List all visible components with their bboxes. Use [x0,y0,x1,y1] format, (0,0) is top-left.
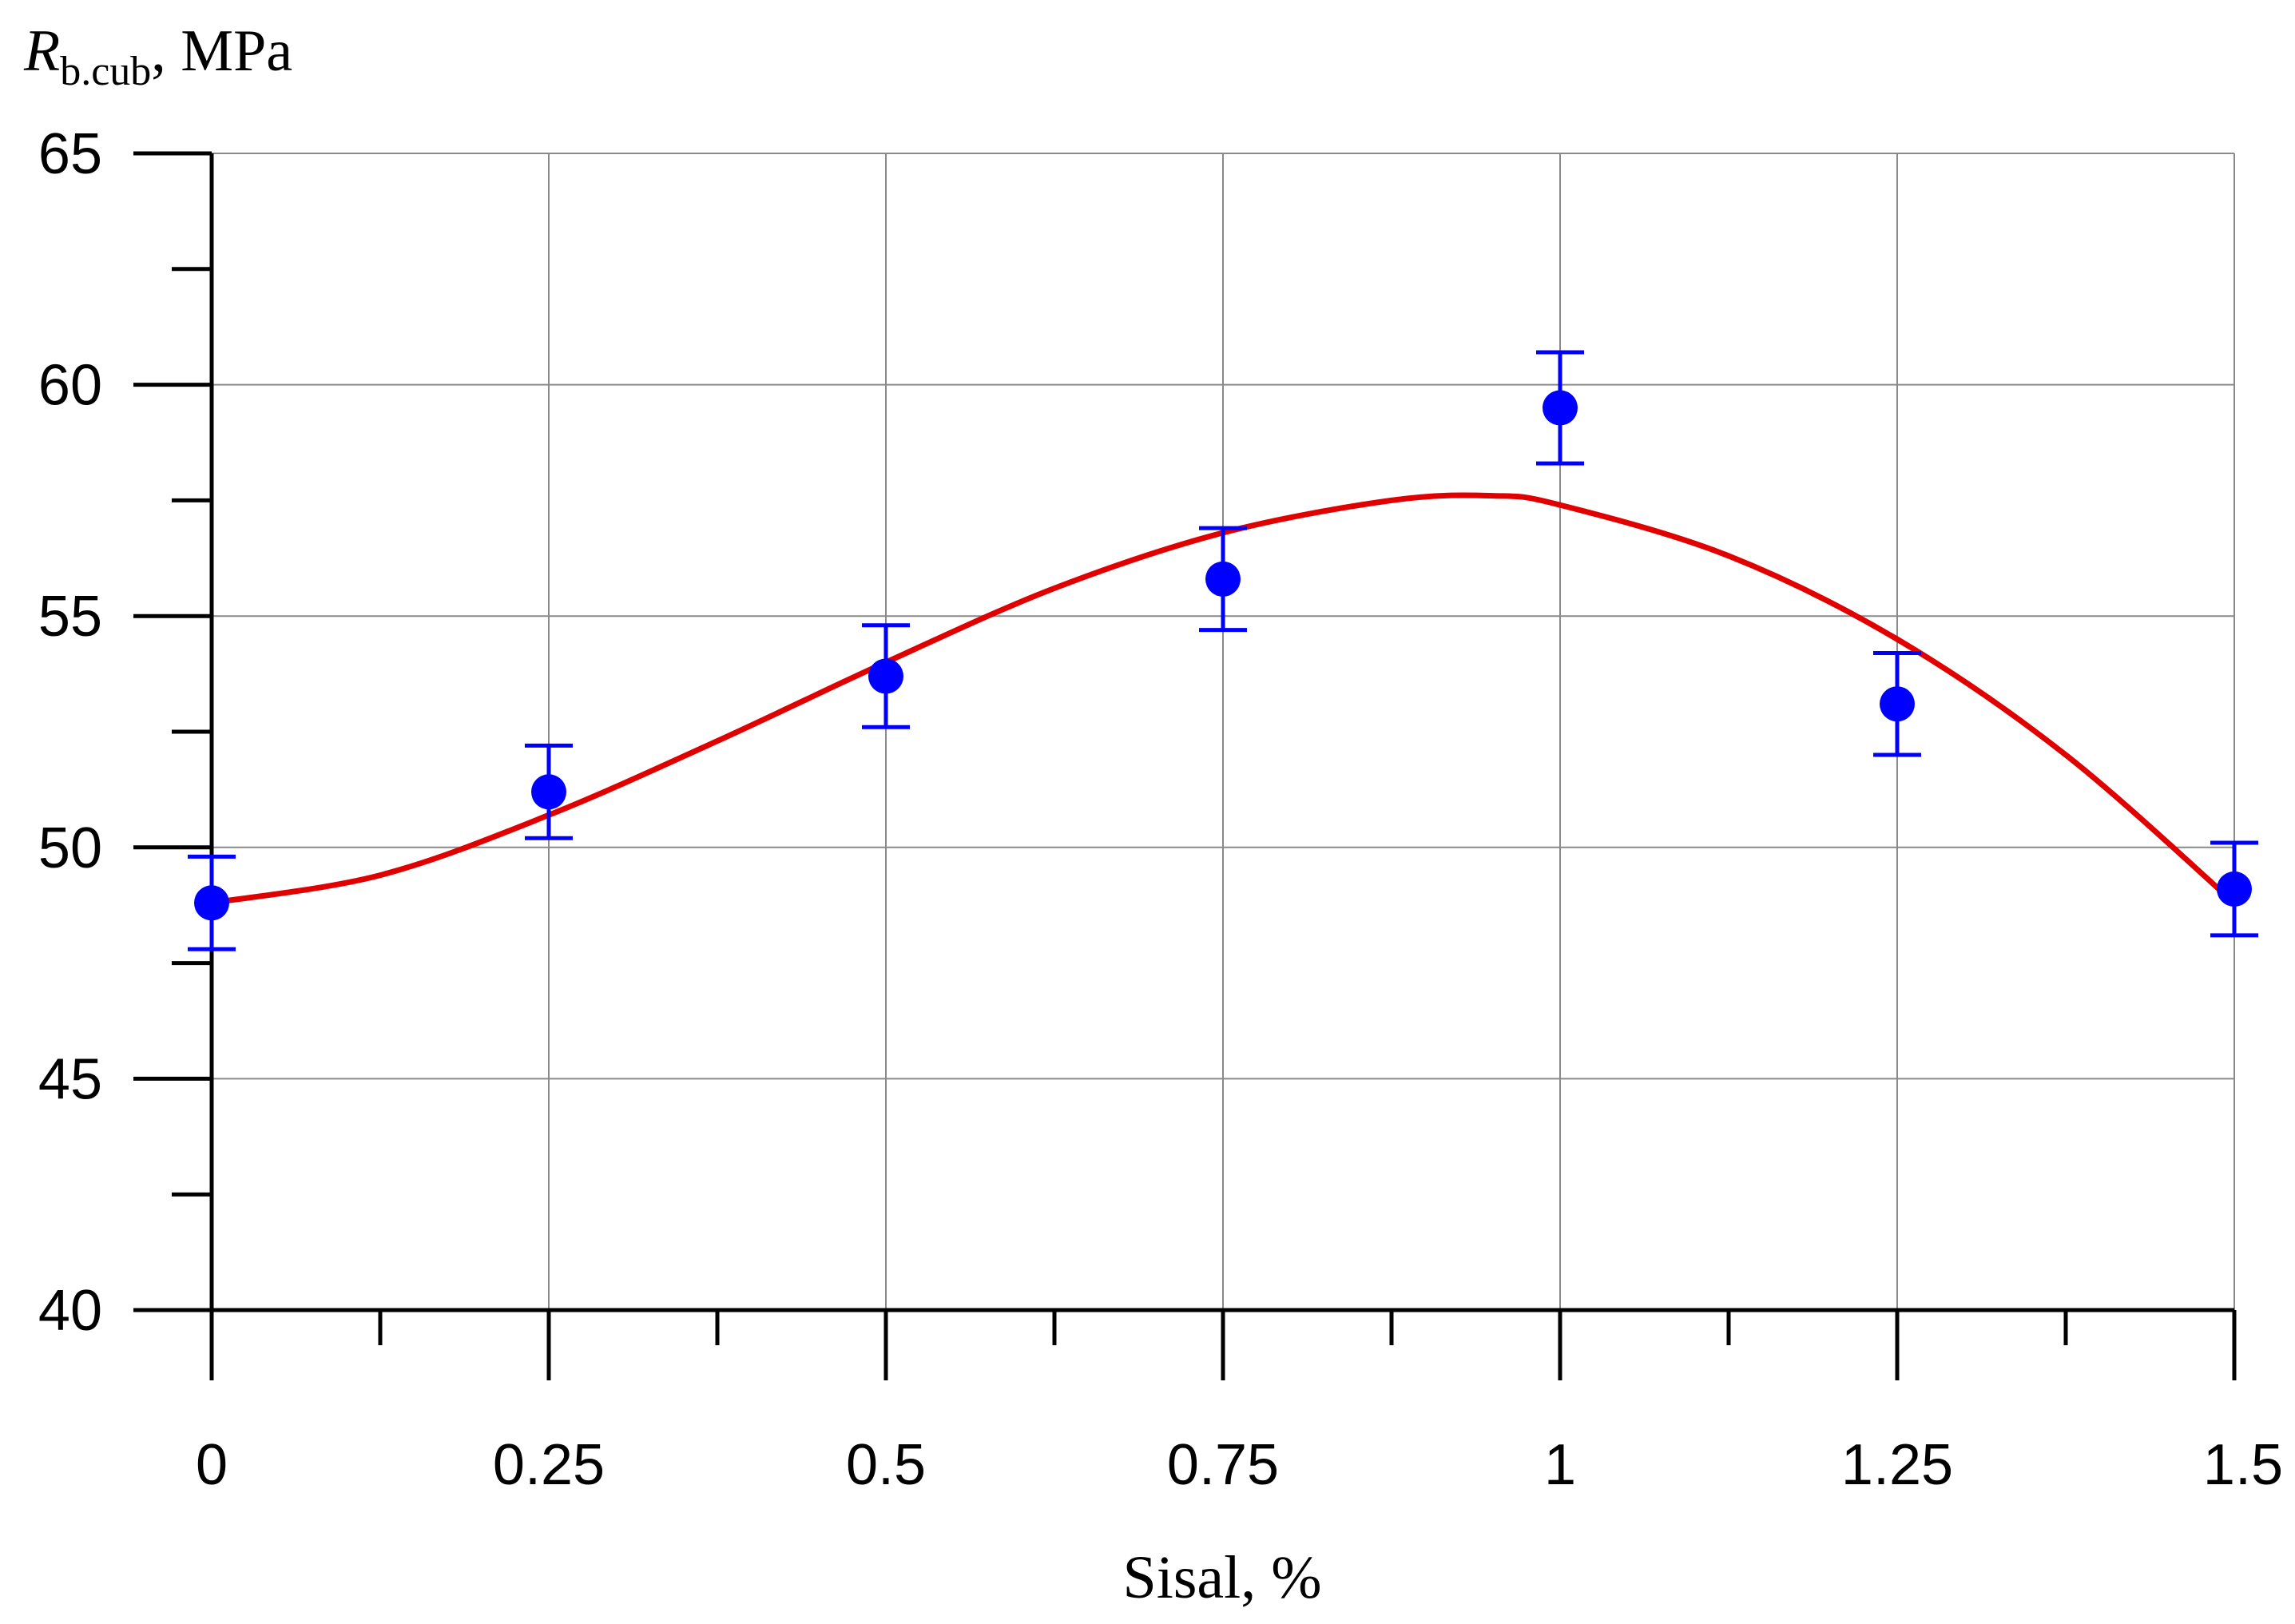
x-tick-label: 0.25 [493,1433,605,1497]
axes [133,151,2237,1380]
x-tick-label: 1.5 [2203,1433,2283,1497]
y-axis-label-symbol: R [23,18,60,84]
data-point [188,854,236,951]
data-marker [1543,390,1578,426]
y-tick-label: 50 [38,816,102,880]
y-tick-label: 45 [38,1047,102,1111]
grid-lines [212,153,2235,1310]
y-tick-label: 55 [38,585,102,649]
data-point [1199,526,1247,633]
x-tick-label: 0.5 [846,1433,926,1497]
fit-curve [208,492,2237,906]
data-marker [194,885,229,921]
data-marker [868,658,903,694]
y-tick-label: 65 [38,122,102,186]
y-tick-label: 60 [38,354,102,418]
data-marker [2217,871,2252,907]
data-point [1873,651,1921,757]
x-axis-label: Sisal, % [1122,1544,1321,1611]
fit-curve-layer [208,492,2237,906]
x-tick-label: 0 [196,1433,228,1497]
x-tick-label: 1.25 [1841,1433,1953,1497]
y-tick-label: 40 [38,1279,102,1343]
data-point [2210,840,2258,938]
y-axis-label: Rb.cub, MPa [23,18,292,94]
data-point [1536,350,1584,466]
data-point [525,743,573,840]
y-axis-label-unit: , MPa [151,18,292,84]
x-tick-label: 0.75 [1167,1433,1279,1497]
data-marker [531,774,566,810]
data-marker [1205,561,1241,597]
data-marker [1880,686,1915,722]
y-axis-label-subscript: b.cub [60,49,151,94]
x-tick-label: 1 [1544,1433,1576,1497]
data-point [862,623,910,729]
tick-labels: 40 45 50 55 60 65 0 0.25 0.5 0.75 1 1.25 1.5 [38,122,2283,1497]
data-points-layer [188,350,2258,951]
